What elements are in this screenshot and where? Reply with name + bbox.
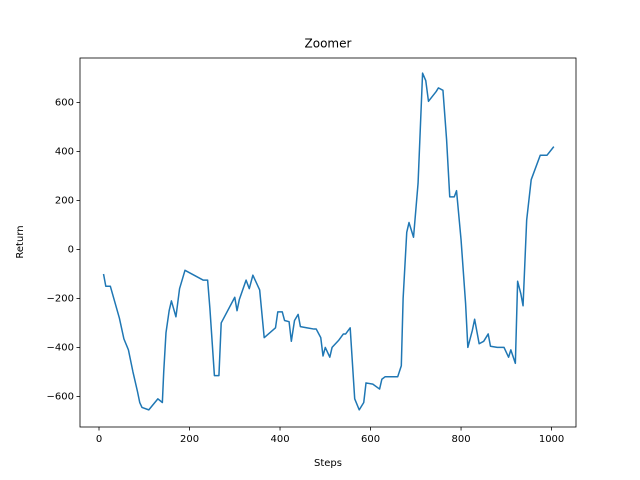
y-tick-label: −400 bbox=[47, 342, 74, 353]
y-tick-label: −600 bbox=[47, 391, 74, 402]
x-tick-label: 0 bbox=[96, 434, 102, 445]
x-tick-label: 800 bbox=[452, 434, 471, 445]
y-tick-label: 600 bbox=[55, 98, 74, 109]
y-axis-label: Return bbox=[15, 225, 26, 258]
x-tick-label: 400 bbox=[270, 434, 289, 445]
axes-frame bbox=[79, 57, 577, 428]
chart-title: Zoomer bbox=[305, 37, 352, 51]
line-series bbox=[102, 72, 555, 411]
x-axis-label: Steps bbox=[314, 458, 342, 469]
x-tick-label: 600 bbox=[361, 434, 380, 445]
y-tick-label: 0 bbox=[68, 244, 74, 255]
x-tick-label: 200 bbox=[180, 434, 199, 445]
y-tick-label: 200 bbox=[55, 196, 74, 207]
y-tick-label: 400 bbox=[55, 147, 74, 158]
x-tick-label: 1000 bbox=[539, 434, 564, 445]
y-tick-label: −200 bbox=[47, 293, 74, 304]
